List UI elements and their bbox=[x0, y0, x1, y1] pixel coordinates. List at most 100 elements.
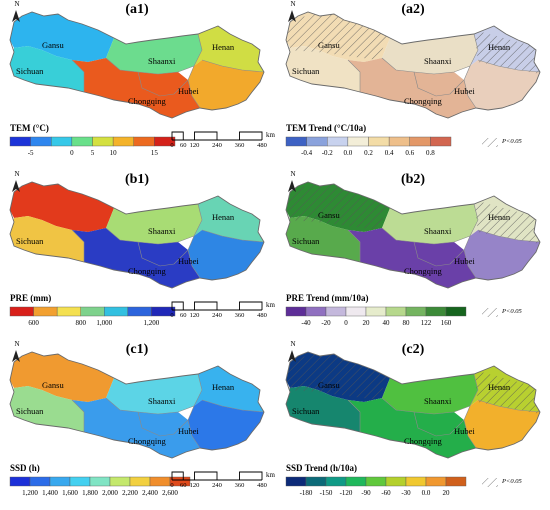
legend-swatch bbox=[385, 306, 407, 317]
map-zone bbox=[464, 400, 540, 450]
legend-tick: 0.2 bbox=[364, 149, 373, 157]
north-label: N bbox=[290, 0, 296, 8]
study-area-outline bbox=[9, 351, 265, 459]
legend-tick: 2,200 bbox=[122, 489, 138, 497]
scale-bar-unit: km bbox=[266, 471, 275, 479]
legend-tick: -60 bbox=[381, 489, 391, 497]
study-area-outline bbox=[9, 11, 265, 119]
legend-swatch bbox=[285, 136, 307, 147]
legend-swatch bbox=[445, 306, 467, 317]
region-label: Chongqing bbox=[128, 96, 166, 106]
scale-bar-segment bbox=[171, 471, 184, 480]
panel-label: (c2) bbox=[401, 342, 425, 357]
panel-b1: (b1) N Sichuan Shaanxi Henan Hubei Chongqing PR… bbox=[2, 170, 275, 336]
region-label: Sichuan bbox=[292, 406, 320, 416]
region-label: Chongqing bbox=[404, 266, 442, 276]
scale-bar-tick: 120 bbox=[189, 482, 200, 489]
legend-swatch bbox=[112, 136, 134, 147]
map-zone bbox=[286, 216, 360, 262]
map-a1 bbox=[9, 10, 265, 147]
legend-tick: 160 bbox=[440, 319, 452, 327]
legend-swatch bbox=[425, 306, 447, 317]
significance-label: P<0.05 bbox=[502, 138, 522, 145]
region-label: Sichuan bbox=[292, 66, 320, 76]
legend-swatch bbox=[345, 476, 367, 487]
legend-swatch bbox=[129, 476, 151, 487]
legend-tick: 1,000 bbox=[96, 319, 113, 327]
legend-swatch bbox=[71, 136, 93, 147]
legend-tick: 40 bbox=[382, 319, 390, 327]
panel-label: (b2) bbox=[400, 172, 426, 187]
legend-tick: 0.8 bbox=[426, 149, 435, 157]
legend-tick: 0.4 bbox=[384, 149, 394, 157]
significance-label: P<0.05 bbox=[502, 308, 522, 315]
legend-swatch bbox=[51, 136, 73, 147]
scale-bar-segment bbox=[194, 471, 218, 480]
region-label: Sichuan bbox=[292, 236, 320, 246]
legend-swatch bbox=[104, 306, 129, 317]
region-label: Gansu bbox=[318, 210, 340, 220]
legend-tick: 0 bbox=[344, 319, 348, 327]
map-b2 bbox=[285, 180, 541, 317]
legend-swatch bbox=[33, 306, 58, 317]
panel-c2: (c2) N Gansu Sichuan Shaanxi Henan Hubei Chongq… bbox=[278, 340, 548, 506]
legend-swatch bbox=[154, 136, 176, 147]
study-area-outline bbox=[285, 351, 541, 459]
scale-bar-tick: 240 bbox=[212, 312, 222, 319]
region-label: Chongqing bbox=[404, 96, 442, 106]
legend-swatch bbox=[49, 476, 71, 487]
scale-bar-segment bbox=[194, 131, 218, 140]
legend-swatch bbox=[305, 476, 327, 487]
north-arrow-icon bbox=[12, 180, 20, 192]
legend-title: PRE (mm) bbox=[10, 293, 52, 303]
region-label: Shaanxi bbox=[148, 396, 176, 406]
legend-tick: -120 bbox=[339, 489, 353, 497]
region-label: Henan bbox=[212, 382, 235, 392]
scale-bar-tick: 60 bbox=[180, 312, 187, 319]
map-zone bbox=[464, 230, 540, 280]
legend-swatch bbox=[405, 476, 427, 487]
legend-swatch bbox=[445, 476, 467, 487]
legend-tick: 15 bbox=[150, 149, 158, 157]
region-label: Shaanxi bbox=[424, 226, 452, 236]
region-label: Chongqing bbox=[128, 266, 166, 276]
legend-swatch bbox=[151, 306, 176, 317]
scale-bar-tick: 240 bbox=[212, 482, 222, 489]
panel-label: (a2) bbox=[401, 2, 425, 17]
legend-tick: 20 bbox=[362, 319, 370, 327]
map-zone bbox=[464, 60, 540, 110]
north-arrow-icon bbox=[288, 180, 296, 192]
region-label: Gansu bbox=[42, 40, 64, 50]
legend-tick: -30 bbox=[401, 489, 411, 497]
legend-tick: -150 bbox=[319, 489, 333, 497]
significance-label: P<0.05 bbox=[502, 478, 522, 485]
map-zone bbox=[286, 386, 360, 432]
significance-hatch-swatch bbox=[482, 478, 498, 487]
scale-bar-tick: 480 bbox=[257, 312, 267, 319]
panel-c1: (c1) N Gansu Sichuan Shaanxi Henan Hubei Chongq… bbox=[2, 340, 275, 506]
study-area-outline bbox=[285, 11, 541, 119]
scale-bar-tick: 120 bbox=[189, 312, 200, 319]
legend-swatch bbox=[368, 136, 390, 147]
legend-swatch bbox=[365, 306, 387, 317]
legend-tick: 2,400 bbox=[142, 489, 158, 497]
legend-tick: 1,800 bbox=[82, 489, 98, 497]
legend-swatch bbox=[69, 476, 91, 487]
region-label: Hubei bbox=[178, 256, 199, 266]
panel-label: (c1) bbox=[125, 342, 149, 357]
north-label: N bbox=[14, 0, 20, 8]
legend-swatch bbox=[409, 136, 431, 147]
scale-bar-tick: 60 bbox=[180, 482, 187, 489]
legend-swatch bbox=[325, 306, 347, 317]
scale-bar-segment bbox=[194, 301, 218, 310]
region-label: Shaanxi bbox=[424, 56, 452, 66]
panel-a1: (a1) N Gansu Sichuan Shaanxi Henan Hubei Chongq… bbox=[2, 0, 275, 166]
map-zone bbox=[286, 46, 360, 92]
legend-tick: 2,000 bbox=[102, 489, 118, 497]
legend-swatch bbox=[285, 476, 307, 487]
legend-swatch bbox=[327, 136, 349, 147]
region-label: Henan bbox=[488, 382, 511, 392]
legend-tick: 20 bbox=[442, 489, 450, 497]
scale-bar-tick: 120 bbox=[189, 142, 200, 149]
significance-hatch-swatch bbox=[482, 138, 498, 147]
